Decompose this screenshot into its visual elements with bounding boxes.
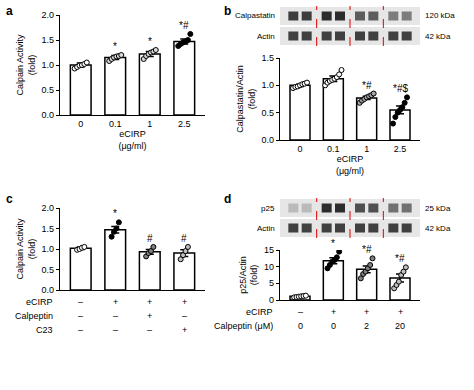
svg-text:–: – [113, 325, 118, 335]
svg-text:42 kDa: 42 kDa [425, 224, 451, 233]
svg-text:0.1: 0.1 [109, 119, 122, 129]
svg-text:–: – [298, 307, 303, 317]
svg-text:0.0: 0.0 [261, 135, 274, 145]
svg-text:p25: p25 [261, 204, 275, 213]
svg-text:*: * [113, 208, 117, 219]
svg-text:Actin: Actin [257, 224, 275, 233]
svg-text:Actin: Actin [257, 32, 275, 41]
svg-text:*: * [331, 238, 335, 249]
svg-text:20: 20 [395, 321, 405, 331]
svg-text:eCIRP(μg/ml): eCIRP(μg/ml) [118, 129, 146, 151]
svg-text:1.0: 1.0 [41, 244, 54, 254]
svg-text:eCIRP: eCIRP [26, 297, 53, 307]
svg-text:*: * [148, 36, 152, 47]
svg-text:–: – [78, 311, 83, 321]
svg-text:25 kDa: 25 kDa [425, 204, 451, 213]
svg-text:1.5: 1.5 [41, 35, 54, 45]
svg-text:0: 0 [297, 144, 302, 154]
svg-text:0: 0 [78, 119, 83, 129]
svg-text:+: + [398, 307, 403, 317]
svg-text:0.0: 0.0 [41, 285, 54, 295]
svg-text:p25/Actin(fold): p25/Actin(fold) [238, 256, 260, 294]
svg-text:–: – [78, 325, 83, 335]
svg-text:*: * [113, 41, 117, 52]
svg-text:Calpain Activity(fold): Calpain Activity(fold) [15, 34, 37, 96]
svg-text:c: c [6, 192, 13, 206]
svg-text:*#: *# [362, 80, 372, 91]
svg-text:eCIRP: eCIRP [246, 307, 273, 317]
svg-text:0.1: 0.1 [327, 144, 340, 154]
svg-text:–: – [78, 297, 83, 307]
svg-text:+: + [331, 307, 336, 317]
svg-text:0.0: 0.0 [41, 110, 54, 120]
svg-text:Calpeptin (μM): Calpeptin (μM) [214, 321, 273, 331]
svg-text:1: 1 [147, 119, 152, 129]
svg-text:*#: *# [395, 253, 405, 264]
svg-text:2.5: 2.5 [394, 144, 407, 154]
svg-text:15: 15 [264, 245, 274, 255]
svg-text:5: 5 [269, 278, 274, 288]
svg-text:–: – [147, 325, 152, 335]
svg-text:Calpastatin/Actin(fold): Calpastatin/Actin(fold) [235, 65, 257, 133]
svg-text:+: + [364, 307, 369, 317]
svg-text:1.5: 1.5 [41, 224, 54, 234]
svg-text:+: + [147, 311, 152, 321]
svg-text:eCIRP(μg/ml): eCIRP(μg/ml) [336, 154, 364, 176]
svg-text:2.0: 2.0 [41, 203, 54, 213]
svg-text:2: 2 [364, 321, 369, 331]
svg-text:0: 0 [269, 295, 274, 305]
svg-text:–: – [113, 311, 118, 321]
svg-text:1.0: 1.0 [261, 80, 274, 90]
svg-text:*#: *# [179, 20, 189, 31]
svg-text:Calpastatin: Calpastatin [235, 11, 275, 20]
svg-text:+: + [182, 297, 187, 307]
svg-text:2.0: 2.0 [41, 10, 54, 20]
svg-text:*#$: *#$ [393, 83, 408, 94]
svg-text:+: + [147, 297, 152, 307]
svg-text:10: 10 [264, 262, 274, 272]
svg-text:#: # [147, 233, 153, 244]
svg-text:b: b [224, 4, 231, 18]
svg-text:1: 1 [364, 144, 369, 154]
svg-text:120 kDa: 120 kDa [425, 11, 455, 20]
svg-text:*#: *# [362, 244, 372, 255]
svg-text:a: a [6, 4, 13, 18]
svg-text:+: + [113, 297, 118, 307]
svg-text:Calpain Activity(fold): Calpain Activity(fold) [15, 218, 37, 280]
svg-text:C23: C23 [36, 325, 53, 335]
svg-text:–: – [182, 311, 187, 321]
svg-text:+: + [182, 325, 187, 335]
svg-text:0.5: 0.5 [41, 265, 54, 275]
svg-text:1.0: 1.0 [41, 60, 54, 70]
svg-text:0.5: 0.5 [261, 108, 274, 118]
svg-text:42 kDa: 42 kDa [425, 32, 451, 41]
svg-text:2.5: 2.5 [178, 119, 191, 129]
svg-text:0: 0 [298, 321, 303, 331]
svg-text:Calpeptin: Calpeptin [15, 311, 53, 321]
svg-text:0: 0 [331, 321, 336, 331]
svg-text:0.5: 0.5 [41, 85, 54, 95]
svg-text:#: # [181, 233, 187, 244]
svg-text:1.5: 1.5 [261, 53, 274, 63]
svg-text:d: d [224, 192, 231, 206]
